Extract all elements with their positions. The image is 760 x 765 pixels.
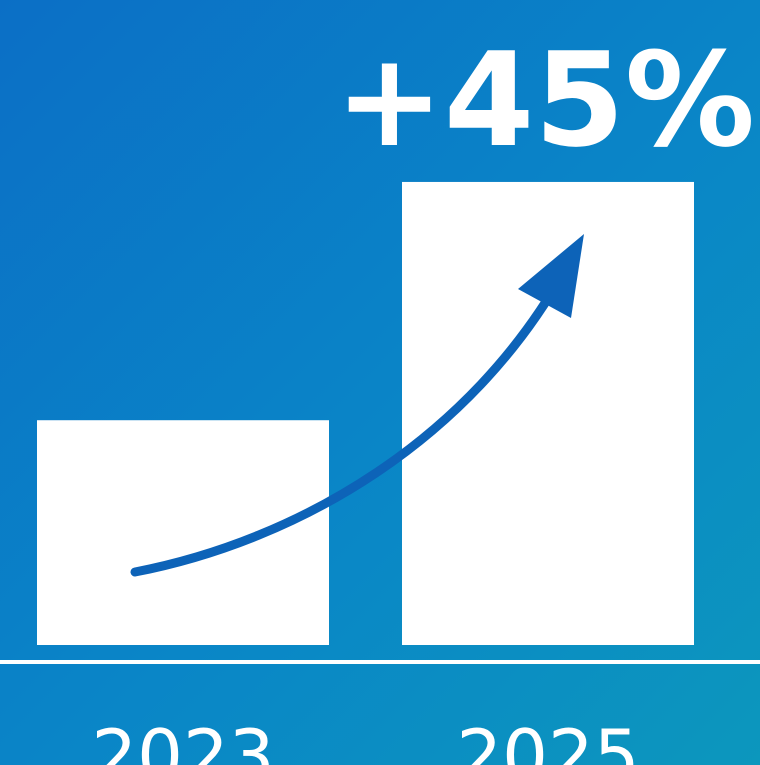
bars-group — [37, 181, 694, 646]
trend-arrow-icon — [130, 265, 570, 577]
headline-percent: +45% — [335, 24, 755, 176]
x-axis-labels: 2023 2025 — [91, 714, 639, 765]
x-label-2025: 2025 — [456, 714, 639, 765]
bar-2023 — [37, 420, 329, 645]
trend-arrowhead-icon — [518, 234, 584, 318]
x-label-2023: 2023 — [91, 714, 274, 765]
